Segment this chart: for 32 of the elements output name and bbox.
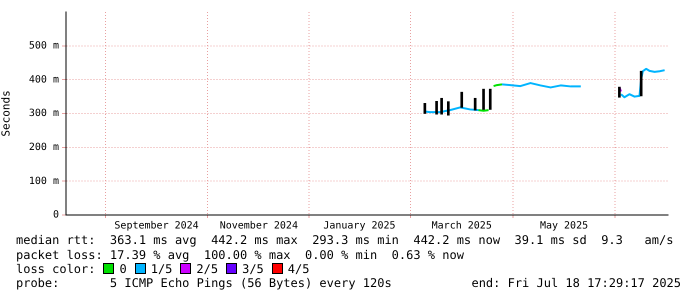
x-tick-label: January 2025: [323, 220, 396, 232]
bar: [618, 86, 621, 98]
y-axis-title: Seconds: [0, 90, 12, 137]
y-tick-label: 0: [52, 210, 59, 221]
text: end: Fri Jul 18 17:29:17 2025: [471, 276, 681, 291]
x-tick-label: September 2024: [114, 220, 199, 232]
legend-label: 2/5: [196, 262, 218, 276]
bar: [474, 98, 476, 110]
x-tick-label: May 2025: [540, 220, 588, 232]
bar: [424, 103, 426, 114]
y-tick-label: 500 m: [28, 40, 59, 52]
text: probe: 5 ICMP Echo Pings (56 Bytes) every 120s: [16, 276, 392, 291]
y-tick-label: 300 m: [28, 108, 59, 120]
bar: [640, 70, 642, 96]
y-tick-label: 200 m: [28, 142, 59, 153]
bar: [447, 101, 450, 116]
bar: [435, 100, 438, 115]
y-tick-label: 100 m: [28, 176, 59, 187]
y-tick-label: 400 m: [28, 74, 59, 86]
legend-label: 3/5: [242, 262, 264, 276]
legend-label: 1/5: [150, 262, 172, 276]
text: median rtt: 363.1 ms avg 442.2 ms max 293.3 ms min 442.2 ms now 39.1 ms sd 9.3 am/s: [16, 233, 674, 248]
legend-label: 4/5: [288, 262, 310, 276]
bar: [460, 92, 464, 108]
bar: [488, 88, 492, 110]
legend-label: 0: [119, 262, 127, 276]
x-tick-label: November 2024: [220, 220, 298, 232]
bar: [482, 88, 485, 110]
x-tick-label: March 2025: [432, 220, 492, 232]
text: packet loss: 17.39 % avg 100.00 % max 0.00 % min 0.63 % now: [16, 248, 464, 263]
legend-title: loss color:: [16, 262, 96, 276]
bar: [440, 98, 443, 115]
